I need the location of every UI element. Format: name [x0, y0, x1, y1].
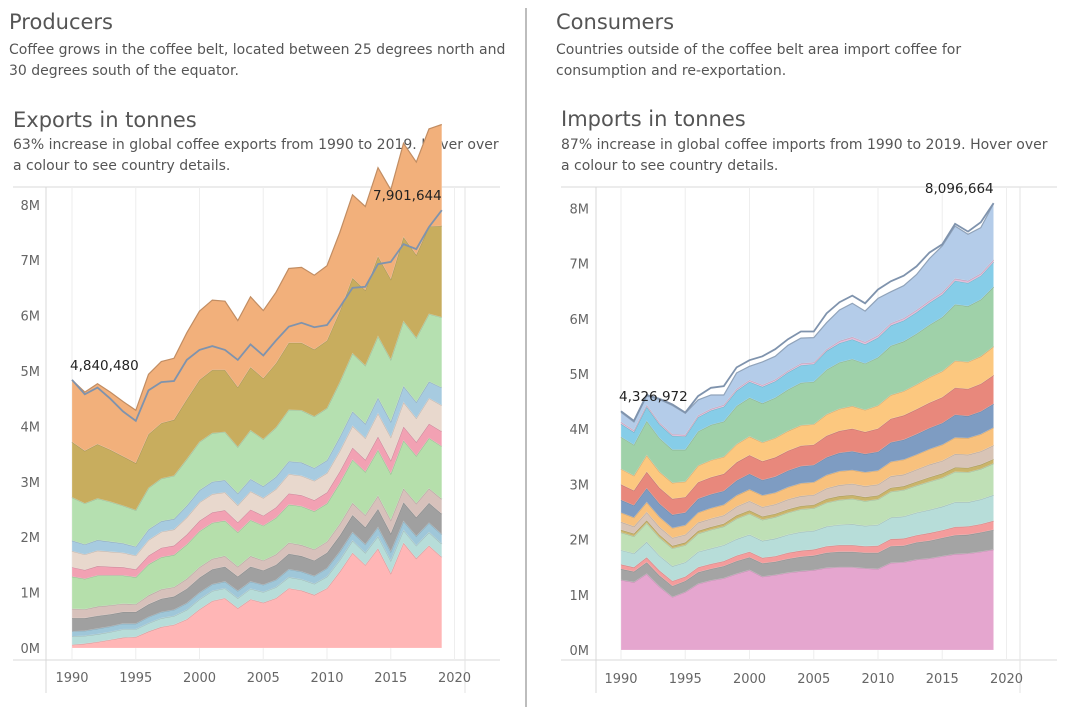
exports-chart[interactable]: 0M 1M 2M 3M 4M 5M 6M 7M 8M 1990 1995 2000 2005 2010 20…	[0, 0, 525, 707]
y-tick-label: 2M	[570, 534, 590, 549]
area-edge-11	[71, 123, 442, 412]
x-tick-label: 1995	[669, 672, 702, 687]
x-tick-label: 2010	[310, 671, 343, 686]
imports-chart-title: Imports in tonnes	[561, 107, 746, 131]
value-annotation: 7,901,644	[373, 188, 442, 204]
x-tick-label: 1995	[119, 671, 152, 686]
x-tick-label: 1990	[604, 672, 637, 687]
exports-chart-title: Exports in tonnes	[13, 108, 197, 132]
total-outline	[71, 209, 443, 423]
x-tick-label: 2000	[183, 671, 216, 686]
y-tick-label: 1M	[21, 587, 41, 602]
area-layers[interactable]	[71, 123, 443, 649]
y-tick-label: 5M	[570, 368, 590, 383]
y-tick-label: 6M	[570, 313, 590, 328]
y-tick-label: 7M	[21, 254, 41, 269]
y-tick-label: 5M	[21, 365, 41, 380]
x-tick-label: 1990	[55, 671, 88, 686]
exports-chart-description: 63% increase in global coffee exports fr…	[13, 137, 499, 174]
x-tick-label: 2020	[990, 672, 1023, 687]
x-tick-label: 2010	[861, 672, 894, 687]
x-tick-label: 2005	[797, 672, 830, 687]
y-tick-label: 3M	[21, 476, 41, 491]
area-layers[interactable]	[620, 203, 995, 651]
y-tick-label: 0M	[21, 642, 41, 657]
y-tick-label: 0M	[570, 644, 590, 659]
y-tick-label: 4M	[570, 423, 590, 438]
panel-divider	[525, 8, 527, 707]
y-tick-label: 6M	[21, 310, 41, 325]
producers-heading: Producers	[9, 10, 113, 34]
producers-description: Coffee grows in the coffee belt, located…	[9, 42, 506, 79]
y-tick-label: 1M	[570, 589, 590, 604]
x-tick-label: 2005	[247, 671, 280, 686]
value-annotation: 4,326,972	[619, 389, 688, 405]
y-tick-label: 8M	[21, 199, 41, 214]
total-outline	[620, 202, 995, 423]
x-tick-label: 2015	[374, 671, 407, 686]
consumers-description: Countries outside of the coffee belt are…	[556, 42, 962, 79]
imports-chart-description: 87% increase in global coffee imports fr…	[561, 137, 1048, 174]
x-tick-label: 2020	[438, 671, 471, 686]
consumers-heading: Consumers	[556, 10, 675, 34]
x-tick-label: 2015	[926, 672, 959, 687]
y-tick-label: 8M	[570, 202, 590, 217]
y-tick-label: 7M	[570, 258, 590, 273]
y-tick-label: 2M	[21, 531, 41, 546]
y-tick-label: 4M	[21, 420, 41, 435]
x-tick-label: 2000	[733, 672, 766, 687]
y-tick-label: 3M	[570, 478, 590, 493]
value-annotation: 4,840,480	[70, 358, 139, 374]
value-annotation: 8,096,664	[925, 181, 994, 197]
